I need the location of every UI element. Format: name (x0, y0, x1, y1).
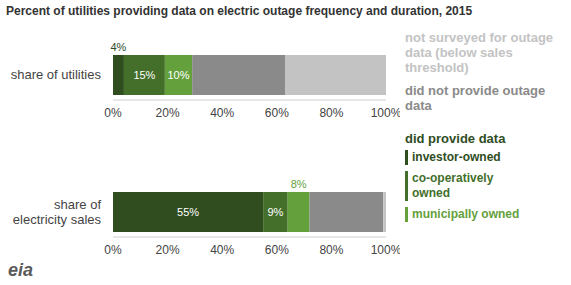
svg-text:100%: 100% (371, 243, 400, 257)
svg-text:40%: 40% (210, 243, 234, 257)
svg-text:4%: 4% (111, 41, 127, 53)
svg-text:share ofelectricity sales: share ofelectricity sales (13, 197, 102, 227)
svg-text:100%: 100% (371, 106, 400, 120)
svg-text:share of utilities: share of utilities (11, 67, 102, 82)
svg-text:8%: 8% (291, 178, 307, 190)
html-text:eia: eia (8, 260, 33, 280)
svg-text:60%: 60% (265, 106, 289, 120)
html-text:did provide data: did provide data (405, 131, 506, 146)
svg-text:80%: 80% (319, 106, 343, 120)
svg-text:15%: 15% (133, 69, 155, 81)
svg-text:20%: 20% (156, 106, 180, 120)
html-text:did not provide outage data: did not provide outage data (405, 83, 546, 113)
svg-text:0%: 0% (104, 243, 122, 257)
svg-text:9%: 9% (267, 206, 283, 218)
svg-text:55%: 55% (177, 206, 199, 218)
svg-text:10%: 10% (168, 69, 190, 81)
svg-text:80%: 80% (319, 243, 343, 257)
svg-text:0%: 0% (104, 106, 122, 120)
html-text:municipally owned: municipally owned (412, 207, 520, 221)
html-text:Percent of utilities providing: Percent of utilities providing data on e… (6, 4, 473, 18)
html-text:not surveyed for outage data (: not surveyed for outage data (below sale… (405, 30, 554, 75)
html-text:investor-owned: investor-owned (412, 150, 501, 164)
svg-text:40%: 40% (210, 106, 234, 120)
svg-text:60%: 60% (265, 243, 289, 257)
html-text:co-operatively owned: co-operatively owned (412, 171, 494, 200)
svg-text:20%: 20% (156, 243, 180, 257)
